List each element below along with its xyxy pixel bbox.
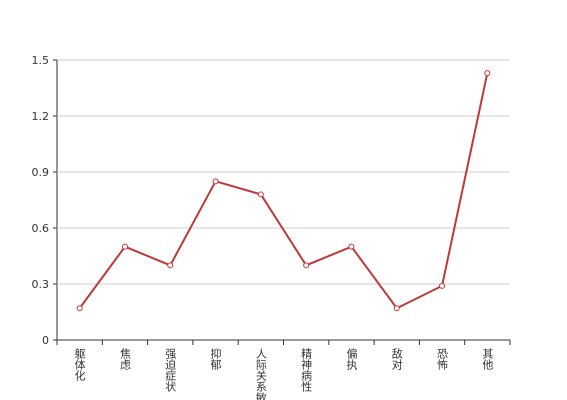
y-tick-label: 0.9: [32, 166, 50, 179]
x-tick-label: 人际关系敏感: [254, 348, 267, 400]
point: [257, 191, 264, 198]
x-tick-label: 焦虑: [118, 348, 131, 370]
y-tick-label: 0: [42, 334, 49, 347]
y-tick-label: 0.3: [32, 278, 50, 291]
x-tick-label: 其他: [481, 348, 494, 370]
y-tick-label: 1.5: [32, 54, 50, 67]
x-tick-label: 恐怖: [436, 348, 449, 370]
x-tick-label: 抑郁: [209, 347, 222, 370]
point: [212, 178, 219, 185]
point: [76, 305, 83, 312]
y-tick-label: 0.6: [32, 222, 50, 235]
point: [303, 262, 310, 269]
y-tick-label: 1.2: [32, 110, 50, 123]
point: [348, 243, 355, 250]
x-tick-label: 强迫症状: [164, 348, 177, 392]
x-tick-label: 敌对: [390, 347, 403, 370]
point: [484, 70, 491, 77]
x-tick-label: 精神病性: [300, 348, 313, 393]
line: [78, 72, 489, 310]
x-tick-label: 躯体化: [73, 348, 86, 382]
point: [393, 305, 400, 312]
x-tick-label: 偏执: [345, 347, 358, 371]
point: [121, 243, 128, 250]
point: [439, 282, 446, 289]
point: [167, 262, 174, 269]
